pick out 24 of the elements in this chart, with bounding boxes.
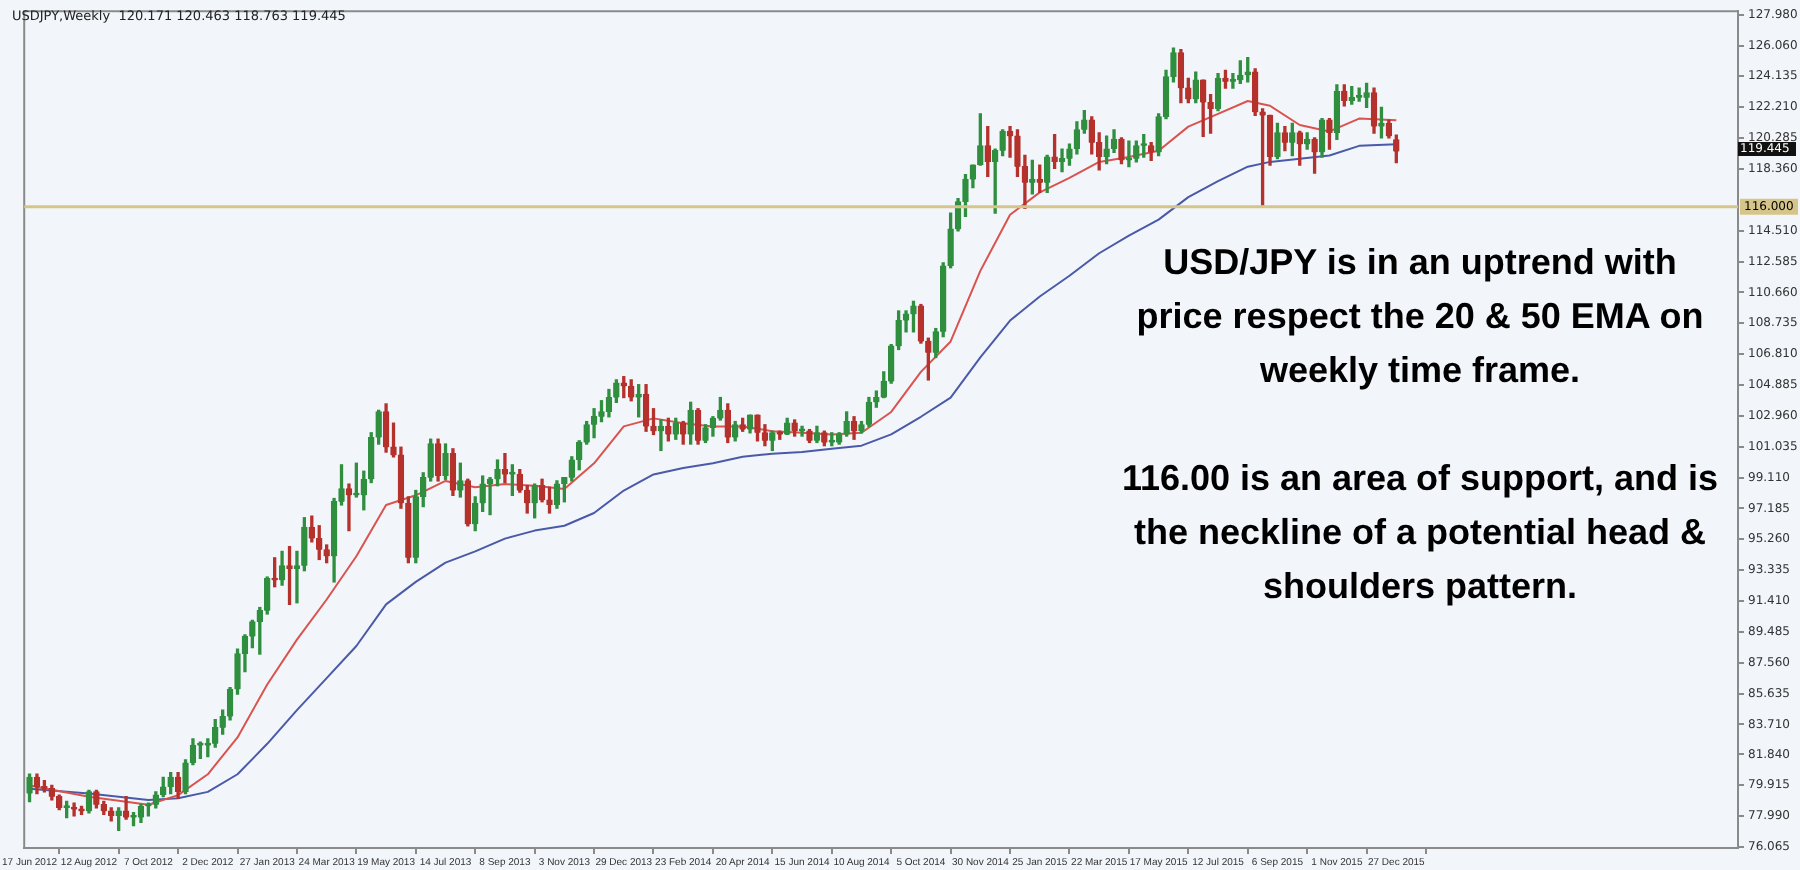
candlestick <box>93 789 100 809</box>
candlestick <box>702 424 709 444</box>
candlestick <box>1058 148 1066 173</box>
candlestick <box>1274 122 1281 160</box>
candlestick <box>1103 135 1110 165</box>
candlestick <box>791 419 798 437</box>
candlestick <box>546 486 553 514</box>
candlestick <box>442 443 449 480</box>
candlestick <box>1326 117 1333 150</box>
candlestick <box>286 545 293 605</box>
candlestick <box>78 805 85 815</box>
candlestick <box>1118 137 1125 165</box>
annotation: 116.00 is an area of support, and is the neckline of a potential head & shoulders pattern. <box>1120 456 1720 610</box>
candlestick <box>1051 133 1058 169</box>
annotation: USD/JPY is in an uptrend with price respect the 20 & 50 EMA on weekly time frame. <box>1134 240 1706 394</box>
candlestick <box>1311 137 1318 174</box>
candlestick <box>687 401 694 445</box>
candlestick <box>910 300 917 333</box>
candlestick <box>754 414 761 442</box>
candlestick <box>739 417 746 432</box>
candlestick <box>26 773 33 803</box>
candlestick <box>1363 82 1370 109</box>
candlestick <box>843 411 850 437</box>
candlestick <box>806 428 813 444</box>
